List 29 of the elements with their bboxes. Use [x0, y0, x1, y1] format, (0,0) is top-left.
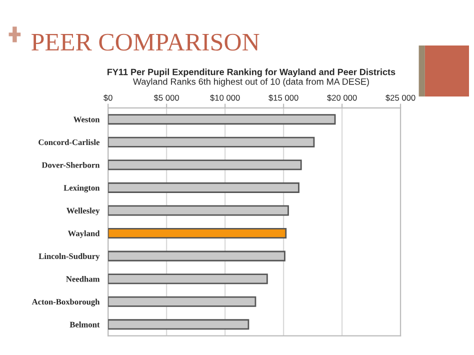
y-tick-label: Dover-Sherborn — [42, 162, 100, 168]
x-tick-label: $15 000 — [268, 94, 298, 102]
y-tick-label: Belmont — [70, 322, 100, 328]
bar — [108, 228, 287, 239]
bar — [108, 274, 268, 284]
bar — [108, 160, 302, 170]
y-tick-label: Weston — [73, 116, 100, 122]
x-tick-label: $0 — [104, 94, 112, 102]
bar — [108, 136, 315, 148]
y-tick-label: Needham — [66, 276, 100, 282]
bar — [108, 182, 300, 193]
chart-title: FY11 Per Pupil Expenditure Ranking for Wayland and Peer Districts — [108, 68, 396, 78]
bar — [108, 319, 250, 330]
y-tick-label: Concord-Carlisle — [38, 139, 100, 146]
bar — [108, 250, 286, 262]
x-tick-label: $5 000 — [154, 94, 179, 102]
y-tick-label: Acton-Boxborough — [32, 298, 100, 306]
text: PEER COMPARISON — [32, 34, 260, 51]
y-tick-label: Wellesley — [66, 208, 100, 216]
x-tick-label: $20 000 — [327, 94, 357, 102]
x-tick-label: $25 000 — [386, 94, 416, 102]
bar — [108, 296, 256, 307]
bar — [108, 205, 289, 216]
y-tick-label: Lexington — [64, 184, 100, 192]
y-tick-label: Wayland — [68, 230, 100, 238]
chart-subtitle: Wayland Ranks 6th highest out of 10 (data from MA DESE) — [133, 78, 369, 87]
x-tick-label: $10 000 — [210, 94, 240, 102]
y-tick-label: Lincoln-Sudbury — [38, 253, 100, 261]
bar — [108, 114, 336, 125]
